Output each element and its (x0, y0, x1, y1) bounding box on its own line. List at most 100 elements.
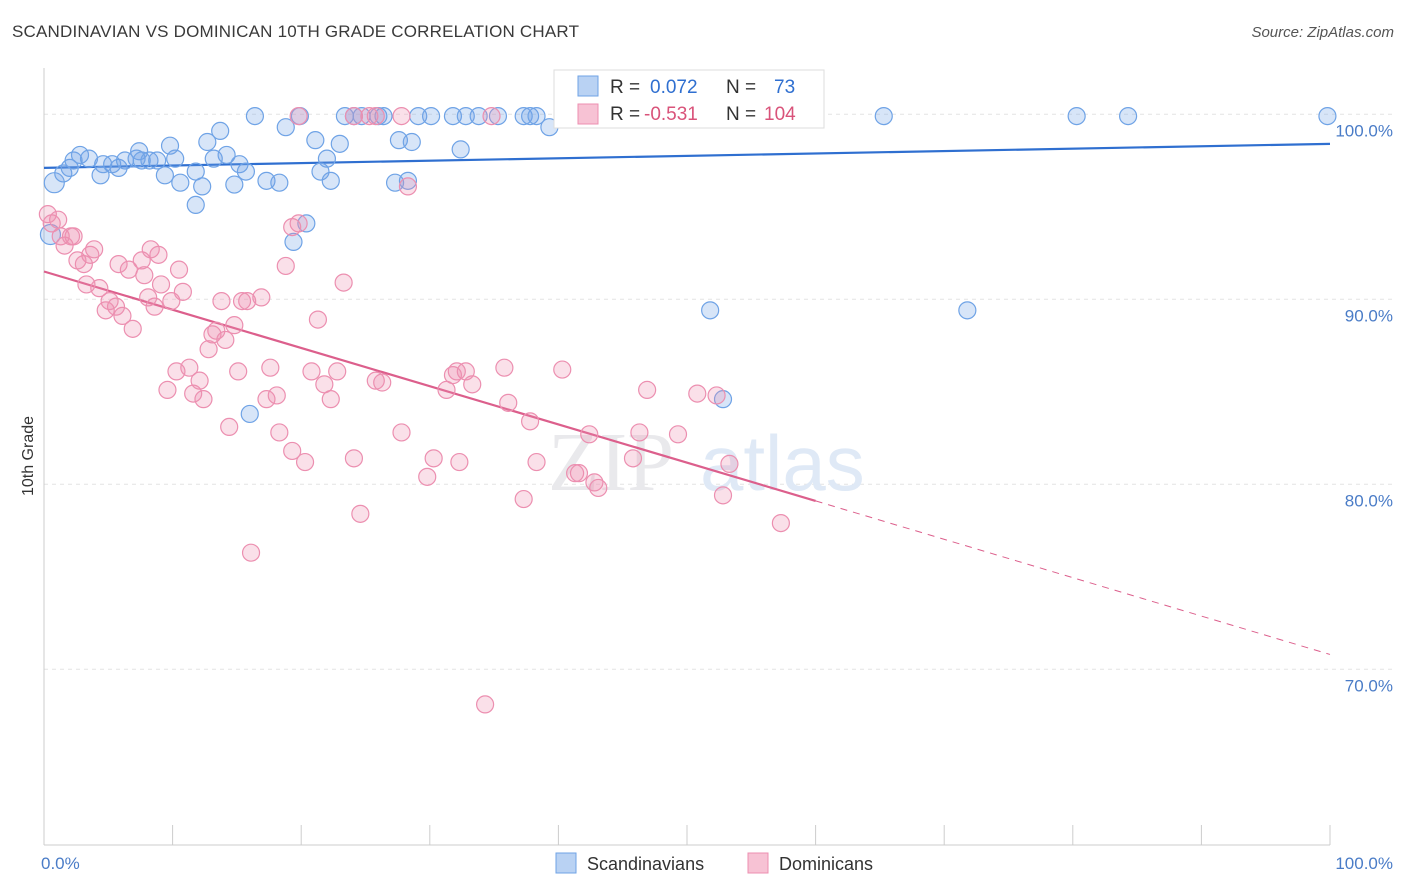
dominicans-point-71 (424, 449, 443, 468)
dominicans-point-13 (96, 301, 115, 320)
scandinavians-point-49 (398, 171, 418, 190)
scandinavians-point-70 (1067, 106, 1086, 126)
dominicans-point-78 (482, 106, 501, 126)
dominicans-point-64 (351, 504, 370, 523)
axes (43, 68, 1331, 846)
dominicans-point-31 (173, 282, 192, 301)
scandinavians-point-20 (171, 173, 190, 192)
dominicans-point-8 (74, 255, 93, 274)
scandinavians-point-27 (225, 175, 244, 194)
scandinavians-point-54 (451, 140, 470, 159)
dominicans-point-22 (139, 288, 158, 307)
dominicans-point-56 (295, 452, 315, 472)
x-tick-label-0: 0.0% (41, 854, 80, 873)
scandinavians-point-16 (148, 151, 167, 170)
dominicans-point-95 (688, 384, 707, 403)
dominicans-point-65 (344, 449, 364, 468)
legend-r-label-2: R = (610, 104, 640, 125)
dominicans-point-100 (392, 106, 411, 126)
dominicans-point-16 (109, 255, 128, 274)
scandinavians-point-52 (421, 106, 441, 126)
dominicans-point-62 (334, 273, 353, 292)
dominicans-point-52 (276, 256, 295, 276)
dominicans-point-39 (212, 292, 231, 311)
data-points (38, 106, 1337, 714)
scandinavians-point-23 (198, 132, 217, 152)
scandinavians-point-41 (330, 134, 349, 153)
dominicans-point-103 (360, 106, 379, 126)
scandinavians-point-33 (276, 118, 295, 137)
scandinavians-point-22 (193, 177, 212, 196)
y-tick-label-0: 100.0% (1335, 121, 1393, 140)
dominicans-point-25 (149, 245, 168, 264)
scandinavians-point-15 (140, 151, 159, 170)
dominicans-point-27 (158, 380, 177, 399)
dominicans-point-70 (418, 467, 437, 486)
dominicans-point-41 (220, 417, 239, 436)
series-legend-swatch-scandinavians (555, 852, 577, 874)
dominicans-point-32 (180, 358, 199, 377)
dominicans-point-57 (302, 362, 321, 381)
dominicans-point-67 (373, 373, 392, 392)
dominicans-point-94 (668, 425, 688, 444)
dominicans-point-60 (321, 390, 340, 409)
dominicans-point-46 (241, 543, 261, 562)
scandinavians-trend-line (43, 142, 1331, 169)
dominicans-point-6 (64, 227, 83, 246)
scandinavians-point-53 (443, 106, 463, 126)
scandinavians-point-57 (488, 106, 508, 126)
scandinavians-point-55 (456, 106, 475, 126)
watermark-zip: ZIP (548, 416, 674, 509)
series-legend-label-scandinavians: Scandinavians (587, 854, 704, 874)
legend-r-value-1: 0.072 (650, 77, 698, 98)
dominicans-point-3 (51, 227, 70, 246)
legend-n-value-1: 73 (774, 77, 795, 98)
dominicans-point-97 (713, 486, 733, 505)
scandinavians-point-14 (132, 151, 151, 170)
dominicans-point-12 (90, 279, 109, 298)
dominicans-point-93 (638, 380, 657, 399)
dominicans-point-47 (252, 288, 271, 307)
scandinavians-point-17 (155, 166, 174, 185)
dominicans-point-85 (553, 360, 572, 379)
scandinavians-point-58 (514, 106, 533, 126)
series-legend-swatch-dominicans (747, 852, 769, 874)
legend-r-label-1: R = (610, 77, 640, 98)
scandinavians-point-40 (321, 171, 340, 190)
dominicans-point-58 (308, 310, 328, 329)
dominicans-point-43 (229, 362, 248, 381)
y-tick-labels: 100.0% 90.0% 80.0% 70.0% (1335, 121, 1393, 695)
dominicans-point-42 (225, 316, 244, 335)
dominicans-point-102 (366, 106, 385, 126)
y-tick-label-3: 70.0% (1345, 676, 1393, 695)
dominicans-point-82 (514, 489, 533, 509)
scandinavians-point-66 (701, 301, 720, 320)
dominicans-point-88 (580, 425, 599, 444)
scandinavians-point-56 (469, 106, 488, 126)
dominicans-point-0 (38, 205, 57, 224)
scandinavians-point-25 (211, 121, 230, 140)
dominicans-point-96 (707, 386, 726, 405)
scandinavians-point-72 (1318, 106, 1337, 126)
scandinavians-point-26 (217, 145, 236, 165)
series-legend-label-dominicans: Dominicans (779, 854, 873, 874)
dominicans-point-66 (366, 371, 385, 390)
dominicans-point-34 (190, 371, 209, 390)
dominicans-point-17 (113, 306, 132, 325)
scandinavians-point-59 (521, 106, 540, 126)
dominicans-point-49 (261, 358, 280, 377)
dominicans-point-68 (392, 423, 411, 442)
legend-n-value-2: 104 (764, 104, 796, 125)
scandinavians-point-37 (306, 131, 325, 150)
scandinavians-point-68 (874, 106, 893, 126)
dominicans-point-91 (623, 449, 643, 468)
dominicans-point-21 (135, 266, 154, 285)
dominicans-point-77 (463, 375, 482, 394)
dominicans-point-83 (521, 412, 540, 431)
legend: R = 0.072 N = 73 R = -0.531 N = 104 (553, 69, 825, 129)
scandinavians-point-7 (91, 166, 110, 185)
dominicans-trend-extension (815, 500, 1331, 655)
x-tick-labels: 0.0% 100.0% (41, 854, 1393, 873)
watermark: ZIP atlas (548, 416, 865, 509)
scandinavians-point-46 (374, 106, 393, 126)
